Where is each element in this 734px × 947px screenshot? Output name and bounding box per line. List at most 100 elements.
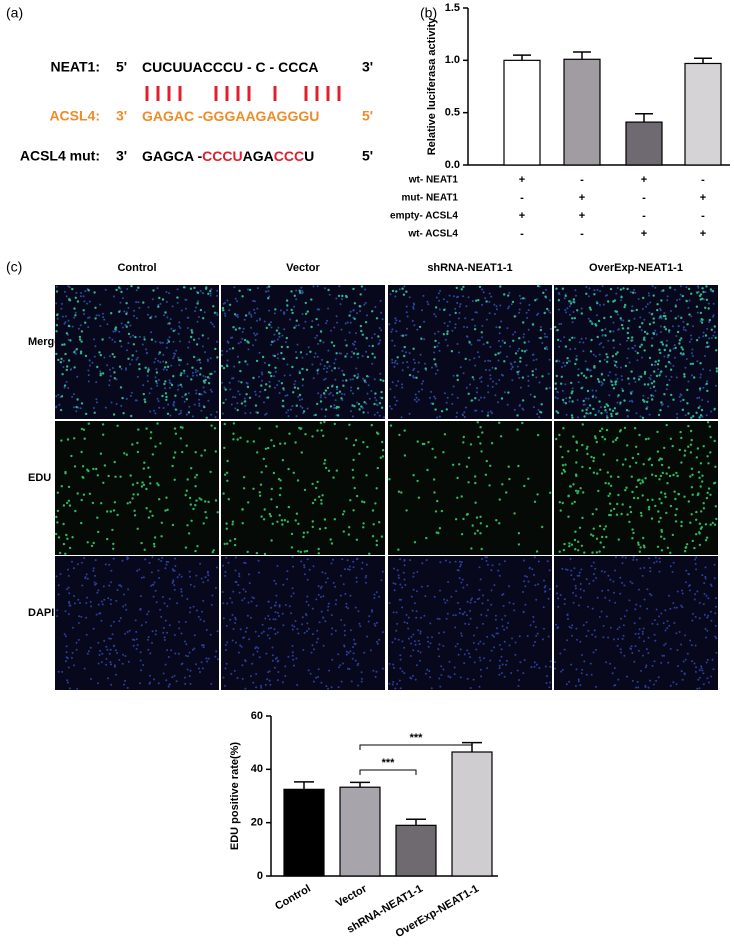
nucleus xyxy=(363,304,365,306)
edu-cell xyxy=(342,513,344,515)
nucleus xyxy=(554,668,556,670)
nucleus xyxy=(403,560,405,562)
nucleus xyxy=(200,290,202,292)
nucleus xyxy=(322,617,324,619)
nucleus xyxy=(165,291,167,293)
edu-cell xyxy=(661,341,663,343)
nucleus xyxy=(124,324,126,326)
nucleus xyxy=(704,355,706,357)
nucleus xyxy=(562,362,564,364)
edu-cell xyxy=(306,531,308,533)
nucleus xyxy=(392,681,394,683)
edu-cell xyxy=(581,409,583,411)
nucleus xyxy=(574,348,576,350)
edu-cell xyxy=(706,383,708,385)
condition-label: empty- ACSL4 xyxy=(390,211,458,222)
nucleus xyxy=(333,407,335,409)
edu-cell xyxy=(268,364,270,366)
edu-cell xyxy=(166,509,168,511)
edu-cell xyxy=(88,423,90,425)
nucleus xyxy=(148,636,150,638)
edu-cell xyxy=(458,463,460,465)
nucleus xyxy=(266,287,268,289)
nucleus xyxy=(56,406,58,408)
edu-cell xyxy=(643,463,645,465)
edu-cell xyxy=(114,461,116,463)
nucleus xyxy=(437,648,439,650)
edu-cell xyxy=(188,411,190,413)
edu-cell xyxy=(544,296,546,298)
nucleus xyxy=(328,670,330,672)
edu-cell xyxy=(273,445,275,447)
edu-cell xyxy=(197,292,199,294)
edu-cell xyxy=(622,503,624,505)
nucleus xyxy=(528,385,530,387)
edu-cell xyxy=(352,288,354,290)
nucleus xyxy=(244,688,246,690)
edu-cell xyxy=(126,454,128,456)
nucleus xyxy=(557,597,559,599)
edu-cell xyxy=(243,476,245,478)
nucleus xyxy=(109,661,111,663)
nucleus xyxy=(93,567,95,569)
edu-cell xyxy=(626,288,628,290)
edu-cell xyxy=(639,482,641,484)
nucleus xyxy=(607,375,609,377)
nucleus xyxy=(699,602,701,604)
nucleus xyxy=(680,393,682,395)
sequence: GAGCA -CCCUAGACCCU xyxy=(142,148,314,164)
edu-cell xyxy=(672,445,674,447)
nucleus xyxy=(633,318,635,320)
edu-cell xyxy=(658,521,660,523)
nucleus xyxy=(465,305,467,307)
nucleus xyxy=(283,311,285,313)
nucleus xyxy=(164,639,166,641)
nucleus xyxy=(315,677,317,679)
nucleus xyxy=(237,390,239,392)
edu-cell xyxy=(88,289,90,291)
edu-cell xyxy=(352,469,354,471)
nucleus xyxy=(156,601,158,603)
nucleus xyxy=(135,301,137,303)
edu-cell xyxy=(604,334,606,336)
nucleus xyxy=(128,661,130,663)
edu-cell xyxy=(471,399,473,401)
edu-cell xyxy=(193,339,195,341)
nucleus xyxy=(376,671,378,673)
edu-cell xyxy=(507,294,509,296)
nucleus xyxy=(543,628,545,630)
nucleus xyxy=(423,321,425,323)
edu-cell xyxy=(271,341,273,343)
edu-cell xyxy=(320,400,322,402)
nucleus xyxy=(616,402,618,404)
nucleus xyxy=(275,618,277,620)
nucleus xyxy=(421,383,423,385)
nucleus xyxy=(266,678,268,680)
nucleus xyxy=(84,668,86,670)
nucleus xyxy=(66,656,68,658)
nucleus xyxy=(275,371,277,373)
nucleus xyxy=(257,647,259,649)
edu-cell xyxy=(612,355,614,357)
edu-cell xyxy=(591,551,593,553)
nucleus xyxy=(397,569,399,571)
nucleus xyxy=(356,402,358,404)
edu-cell xyxy=(271,488,273,490)
nucleus xyxy=(190,670,192,672)
edu-cell xyxy=(404,429,406,431)
nucleus xyxy=(159,609,161,611)
nucleus xyxy=(172,357,174,359)
nucleus xyxy=(270,344,272,346)
edu-cell xyxy=(126,326,128,328)
nucleus xyxy=(436,297,438,299)
nucleus xyxy=(320,596,322,598)
edu-cell xyxy=(663,393,665,395)
nucleus xyxy=(595,390,597,392)
nucleus xyxy=(261,373,263,375)
nucleus xyxy=(140,608,142,610)
nucleus xyxy=(351,680,353,682)
edu-cell xyxy=(253,440,255,442)
nucleus xyxy=(114,330,116,332)
edu-cell xyxy=(574,539,576,541)
edu-cell xyxy=(696,339,698,341)
